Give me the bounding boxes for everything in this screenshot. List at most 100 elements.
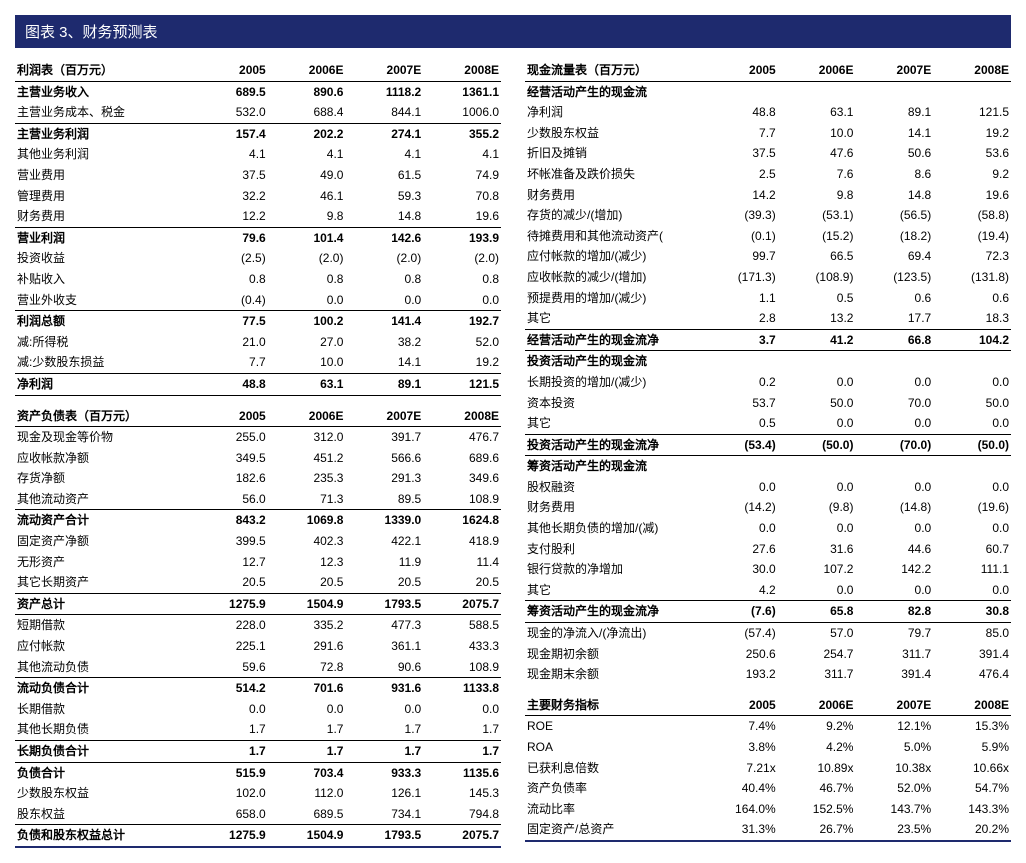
row-value: 57.0 [778,623,856,644]
year-header: 2008E [423,406,501,427]
table-row: 固定资产净额399.5402.3422.1418.9 [15,531,501,552]
row-value [778,456,856,477]
row-value: 11.4 [423,552,501,573]
row-value: 0.0 [345,290,423,311]
row-value: 12.3 [268,552,346,573]
row-value: 9.8 [778,185,856,206]
table-row: 投资收益(2.5)(2.0)(2.0)(2.0) [15,248,501,269]
row-label: 已获利息倍数 [525,758,700,779]
row-value: 41.2 [778,329,856,351]
row-value: 0.0 [423,699,501,720]
row-value: 688.4 [268,102,346,123]
row-value: 701.6 [268,678,346,699]
row-value: 101.4 [268,227,346,248]
row-value: 121.5 [423,373,501,395]
row-value: (19.6) [933,497,1011,518]
row-value: 20.5 [345,572,423,593]
row-value: 9.2 [933,164,1011,185]
row-value: 46.7% [778,778,856,799]
row-label: 其它 [525,580,700,601]
row-value: 4.1 [423,144,501,165]
table-row: 存货的减少/(增加)(39.3)(53.1)(56.5)(58.8) [525,205,1011,226]
balance-sheet-table: 资产负债表（百万元）20052006E2007E2008E现金及现金等价物255… [15,406,501,848]
table-row: 现金及现金等价物255.0312.0391.7476.7 [15,427,501,448]
row-value: 0.0 [778,580,856,601]
row-value: 10.66x [933,758,1011,779]
row-label: 利润总额 [15,311,190,332]
row-label: 经营活动产生的现金流净 [525,329,700,351]
row-label: 营业费用 [15,165,190,186]
row-value: 3.8% [700,737,778,758]
row-value: 0.5 [700,413,778,434]
row-value: 37.5 [190,165,268,186]
chart-title: 图表 3、财务预测表 [15,15,1011,48]
row-label: 无形资产 [15,552,190,573]
row-value: 0.0 [190,699,268,720]
table-row: 其他流动负债59.672.890.6108.9 [15,657,501,678]
row-label: 投资活动产生的现金流净 [525,434,700,456]
right-column: 现金流量表（百万元）20052006E2007E2008E经营活动产生的现金流净… [525,60,1011,848]
table-row: 折旧及摊销37.547.650.653.6 [525,143,1011,164]
cashflow-table: 现金流量表（百万元）20052006E2007E2008E经营活动产生的现金流净… [525,60,1011,685]
row-value: (18.2) [855,226,933,247]
row-value: 30.0 [700,559,778,580]
row-value: 7.7 [190,352,268,373]
row-value: 0.0 [700,518,778,539]
row-label: 筹资活动产生的现金流 [525,456,700,477]
row-label: 其他流动资产 [15,489,190,510]
row-value: 0.0 [855,518,933,539]
row-value: 0.0 [855,580,933,601]
table-row: 股权融资0.00.00.00.0 [525,477,1011,498]
year-header: 2008E [423,60,501,81]
row-label: 流动资产合计 [15,510,190,531]
row-value: 794.8 [423,804,501,825]
row-label: 补贴收入 [15,269,190,290]
row-value: (53.1) [778,205,856,226]
table-row: 其他长期负债的增加/(减)0.00.00.00.0 [525,518,1011,539]
row-value: 0.8 [423,269,501,290]
row-value: 689.5 [190,81,268,102]
row-value: 476.7 [423,427,501,448]
row-label: 经营活动产生的现金流 [525,81,700,102]
row-value: 844.1 [345,102,423,123]
row-value: 1.7 [423,719,501,740]
row-value: (14.8) [855,497,933,518]
row-value: 52.0 [423,332,501,353]
row-value: (15.2) [778,226,856,247]
row-value: 14.8 [345,206,423,227]
row-value: 89.1 [345,373,423,395]
table-row: 其他流动资产56.071.389.5108.9 [15,489,501,510]
row-label: 资本投资 [525,393,700,414]
row-value: 182.6 [190,468,268,489]
row-value: 142.6 [345,227,423,248]
table-row: 银行贷款的净增加30.0107.2142.2111.1 [525,559,1011,580]
row-value: 32.2 [190,186,268,207]
row-value: 1.7 [268,741,346,763]
row-value: (53.4) [700,434,778,456]
table-row: 现金期初余额250.6254.7311.7391.4 [525,644,1011,665]
row-label: 股权融资 [525,477,700,498]
row-value: 102.0 [190,783,268,804]
table-row: 筹资活动产生的现金流净(7.6)65.882.830.8 [525,601,1011,623]
row-value: 7.6 [778,164,856,185]
row-value: 107.2 [778,559,856,580]
row-value: 21.0 [190,332,268,353]
row-value: 311.7 [778,664,856,685]
table-row: 短期借款228.0335.2477.3588.5 [15,615,501,636]
table-row: 净利润48.863.189.1121.5 [15,373,501,395]
row-label: 其他长期负债 [15,719,190,740]
year-header: 2008E [933,695,1011,716]
row-label: 其他流动负债 [15,657,190,678]
ratios-table: 主要财务指标20052006E2007E2008EROE7.4%9.2%12.1… [525,695,1011,842]
row-label: 长期负债合计 [15,741,190,763]
row-label: 待摊费用和其他流动资产( [525,226,700,247]
row-label: 负债合计 [15,762,190,783]
row-value: 74.9 [423,165,501,186]
row-label: 投资活动产生的现金流 [525,351,700,372]
row-label: 主营业务成本、税金 [15,102,190,123]
row-value: 1.7 [268,719,346,740]
section-header: 资产负债表（百万元） [15,406,190,427]
row-label: 财务费用 [525,185,700,206]
row-value: 66.5 [778,246,856,267]
row-value [700,81,778,102]
